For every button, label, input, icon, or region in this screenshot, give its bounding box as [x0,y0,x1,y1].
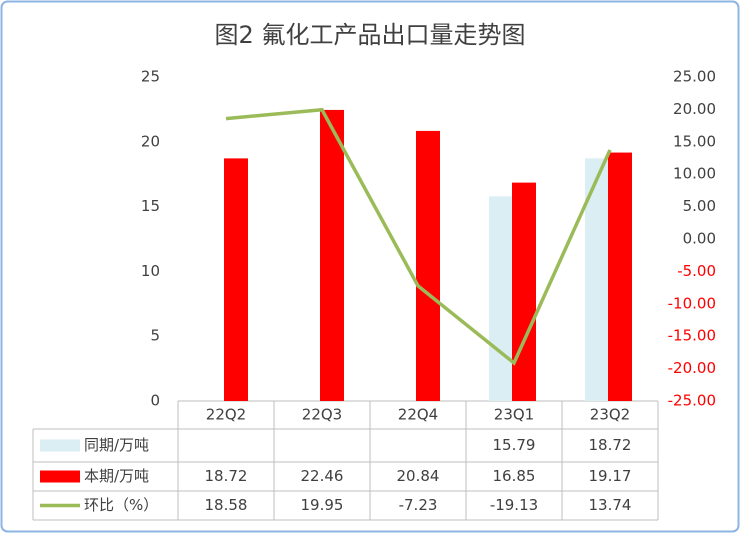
y2-tick-label: 25.00 [673,68,716,86]
legend-label: 环比（%） [84,496,158,514]
bar [224,158,248,401]
x-tick-label: 22Q4 [398,406,438,424]
y-tick-label: 20 [141,132,160,150]
x-tick-label: 22Q3 [302,406,342,424]
y-tick-label: 10 [141,262,160,280]
y-tick-label: 0 [150,392,160,410]
table-value: 15.79 [493,436,536,454]
bar [512,182,536,401]
y2-tick-label: -5.00 [677,262,716,280]
y2-tick-label: 20.00 [673,100,716,118]
bar [608,152,632,401]
x-tick-label: 22Q2 [206,406,246,424]
table-value: 20.84 [397,467,440,485]
legend-label: 本期/万吨 [84,467,149,485]
table-value: 16.85 [493,467,536,485]
y-tick-label: 15 [141,197,160,215]
table-value: -19.13 [490,496,538,514]
y-tick-label: 5 [150,327,160,345]
table-value: 13.74 [589,496,632,514]
bar [320,109,344,402]
bar [489,196,513,401]
table-value: 18.58 [205,496,248,514]
y2-tick-label: -15.00 [668,327,716,345]
chart-title: 图2 氟化工产品出口量走势图 [215,21,526,49]
table-value: 22.46 [301,467,344,485]
legend-label: 同期/万吨 [84,436,149,454]
x-tick-label: 23Q2 [590,406,630,424]
y2-tick-label: 15.00 [673,132,716,150]
line-series [225,107,612,366]
table-value: -7.23 [399,496,438,514]
y-tick-label: 25 [141,68,160,86]
table-value: 18.72 [589,436,632,454]
legend-key [40,439,80,452]
y2-tick-label: 5.00 [683,197,716,215]
legend-key [40,470,80,483]
y2-tick-label: 0.00 [683,230,716,248]
y2-tick-label: 10.00 [673,165,716,183]
y2-tick-label: -10.00 [668,294,716,312]
y2-tick-label: -25.00 [668,392,716,410]
y2-tick-label: -20.00 [668,359,716,377]
table-value: 19.95 [301,496,344,514]
bar [416,130,440,401]
table-value: 19.17 [589,467,632,485]
table-value: 18.72 [205,467,248,485]
x-tick-label: 23Q1 [494,406,534,424]
